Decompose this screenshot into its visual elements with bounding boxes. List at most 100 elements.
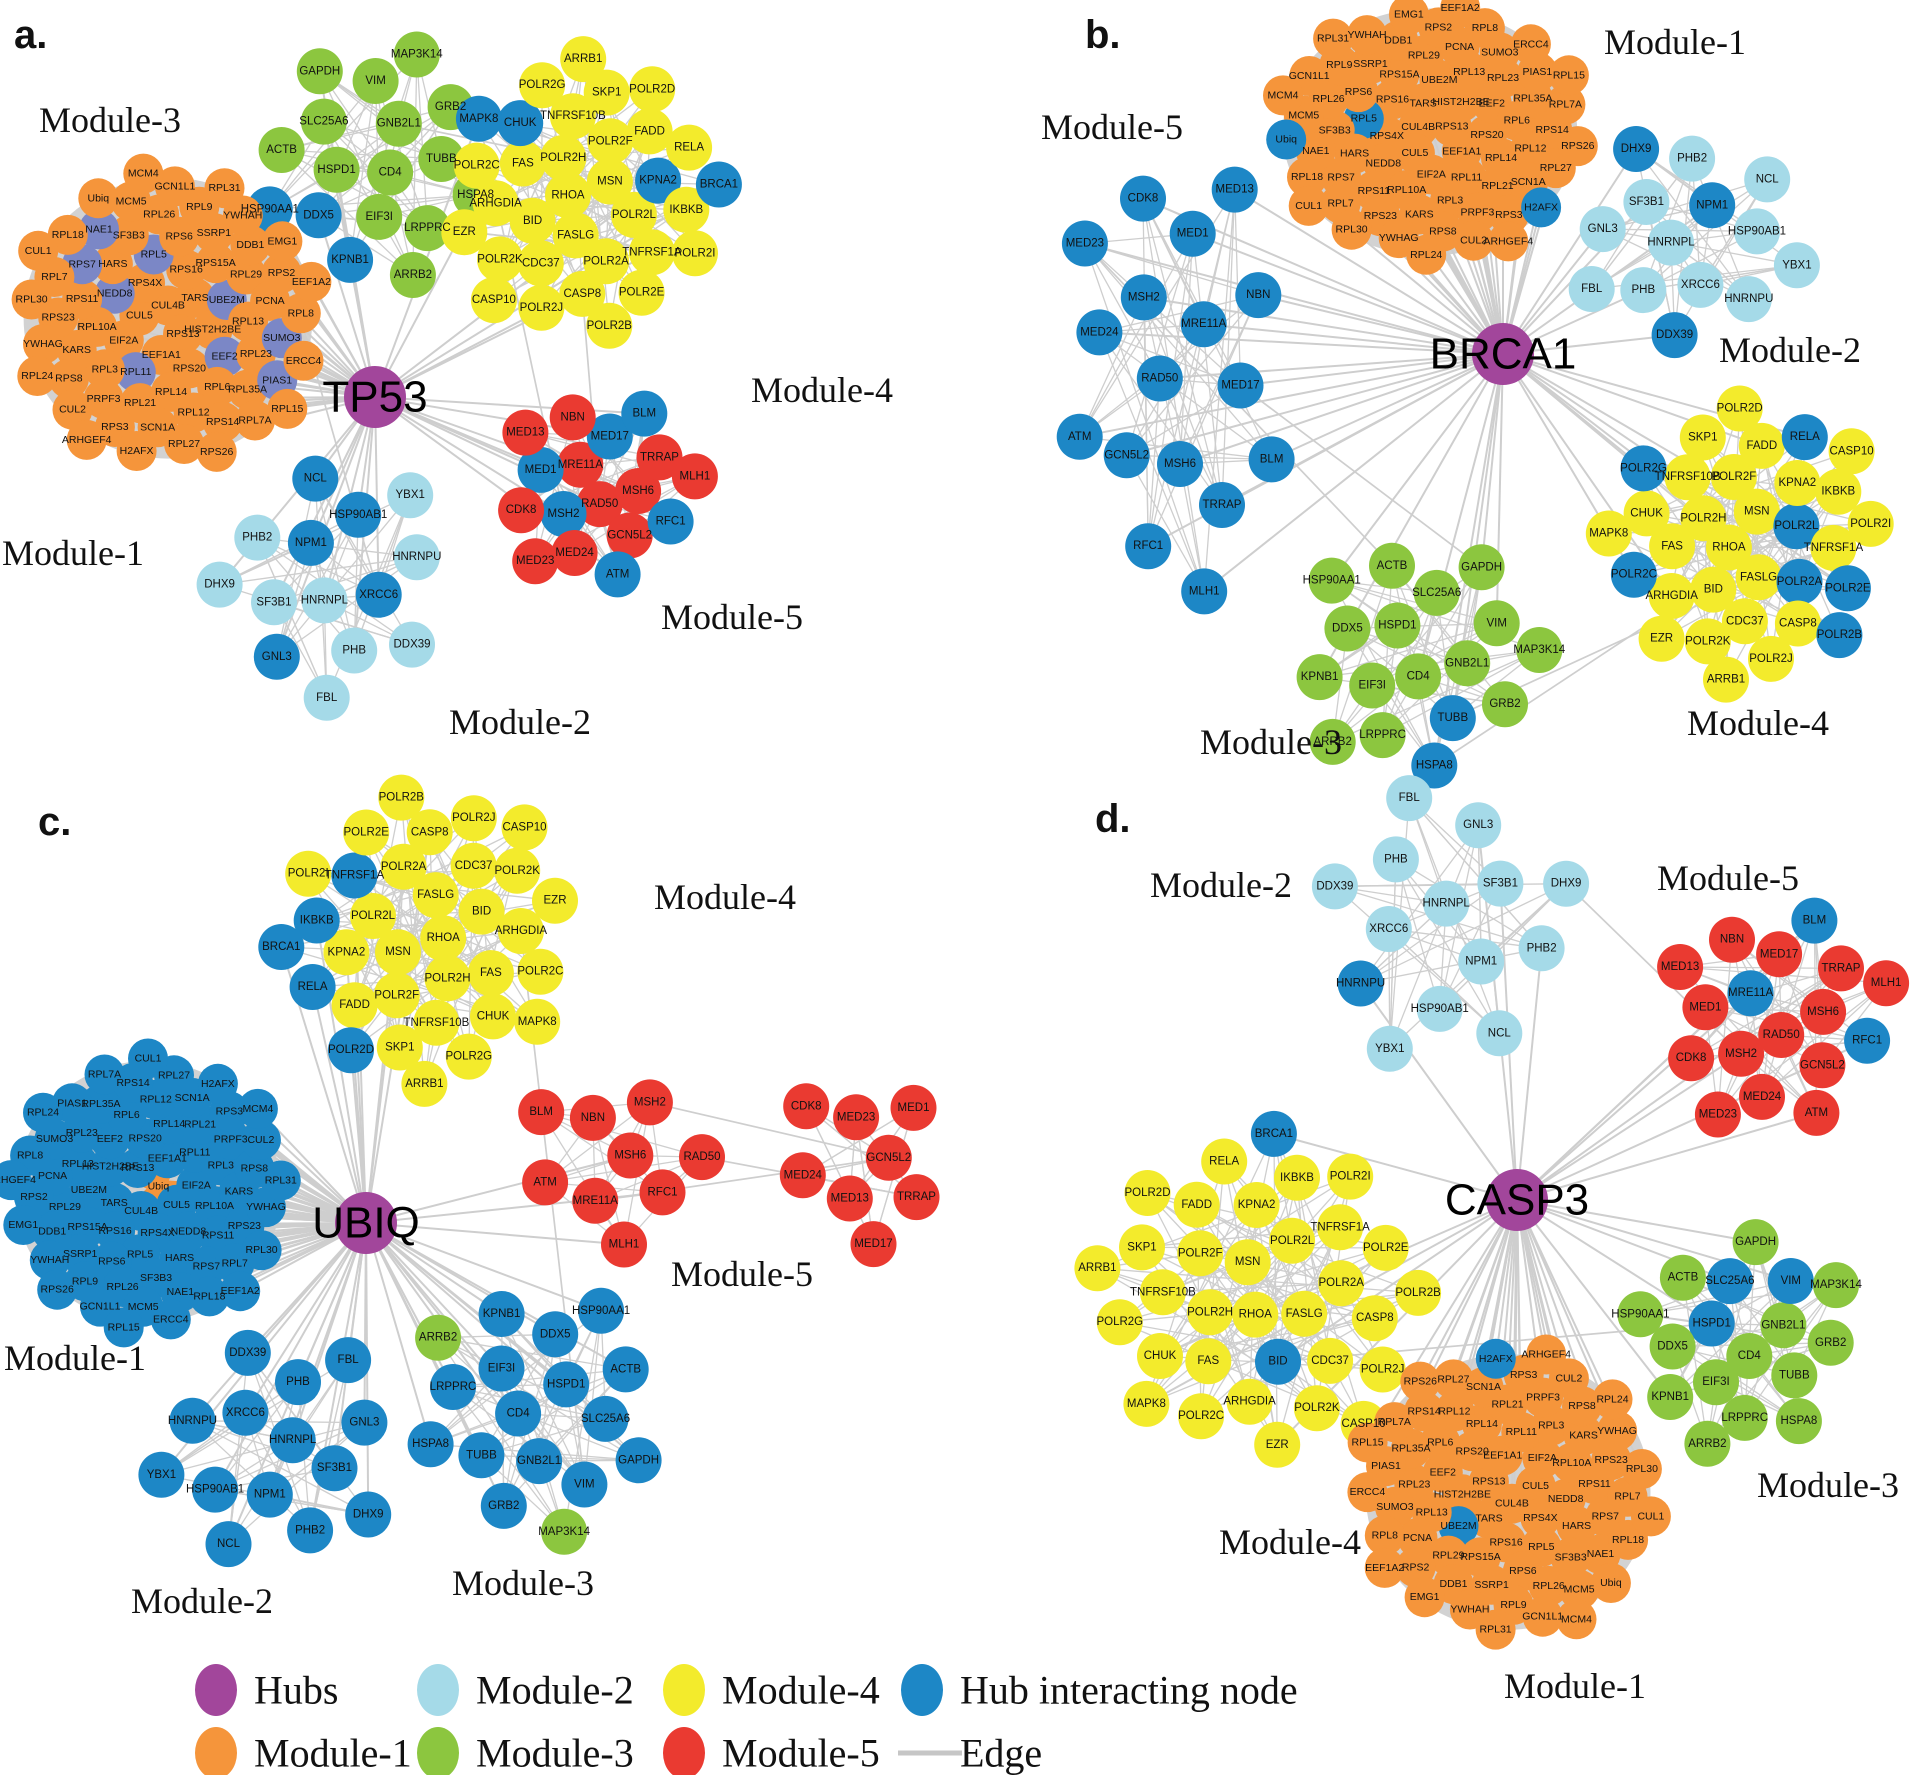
- edge: [1389, 859, 1397, 1049]
- node-ARHGEF4: [1526, 1334, 1567, 1375]
- legend-label-module1: Module-1: [254, 1731, 412, 1775]
- node-POLR2B: [378, 774, 425, 821]
- node-label: TRRAP: [1203, 499, 1242, 511]
- node-RPS15A: [195, 243, 236, 284]
- node-FADD: [1738, 422, 1785, 469]
- node-label: RPS16: [1376, 93, 1409, 105]
- edge: [554, 1334, 586, 1485]
- node-label: SSRP1: [197, 227, 232, 239]
- node-LRPPRC: [404, 205, 451, 252]
- node-DHX9: [345, 1491, 392, 1538]
- edge: [1395, 859, 1500, 1034]
- edge: [276, 494, 411, 658]
- node-label: CHUK: [504, 117, 537, 129]
- node-label: GCN5L2: [607, 530, 652, 542]
- node-label: HSPD1: [317, 164, 355, 176]
- node-label: HIST2H2BE: [82, 1160, 139, 1172]
- node-RPL7A: [235, 400, 275, 441]
- legend-swatch-hub_node: [901, 1664, 943, 1716]
- node-label: GNL3: [1463, 819, 1493, 831]
- node-MCM4: [1263, 75, 1303, 116]
- node-label: MRE11A: [1181, 318, 1226, 330]
- node-label: MSH6: [614, 1150, 646, 1162]
- node-label: RPS3: [1495, 209, 1523, 221]
- node-GNB2L1: [1444, 640, 1491, 687]
- node-label: NAE1: [85, 223, 113, 235]
- node-label: POLR2D: [1717, 403, 1763, 415]
- module-label: Module-1: [1504, 1666, 1646, 1706]
- edge: [1099, 331, 1504, 355]
- node-label: NBN: [1246, 289, 1270, 301]
- node-label: ERCC4: [1513, 38, 1549, 50]
- node-label: NAE1: [1302, 145, 1330, 157]
- node-POLR2C: [1610, 551, 1657, 598]
- node-BLM: [1791, 897, 1838, 944]
- node-PHB2: [1669, 135, 1716, 182]
- node-label: POLR2G: [1620, 462, 1667, 474]
- edge: [247, 1352, 336, 1469]
- node-label: BRCA1: [700, 179, 738, 191]
- node-label: POLR2J: [1361, 1364, 1404, 1376]
- node-HSP90AA1: [1308, 557, 1355, 604]
- node-MED23: [512, 538, 559, 585]
- node-label: RPL24: [27, 1107, 59, 1119]
- node-label: MAP3K14: [538, 1526, 590, 1538]
- node-label: ACTB: [266, 144, 297, 156]
- node-ARRB1: [401, 1060, 448, 1107]
- node-label: YWHAH: [1450, 1604, 1489, 1616]
- node-label: RPL10A: [1387, 184, 1426, 196]
- node-POLR2E: [618, 269, 665, 316]
- node-RPL18: [189, 1276, 230, 1317]
- node-label: UBE2M: [71, 1184, 107, 1196]
- edge: [273, 601, 413, 646]
- node-label: POLR2L: [351, 910, 396, 922]
- edge: [1516, 1199, 1713, 1325]
- edge: [374, 396, 380, 595]
- node-MED17: [586, 413, 633, 460]
- node-label: BLM: [529, 1106, 553, 1118]
- node-HNRNPL: [269, 1417, 316, 1464]
- node-label: GNB2L1: [1761, 1319, 1805, 1331]
- node-RPL30: [11, 279, 52, 320]
- node-label: SKP1: [1688, 432, 1717, 444]
- node-label: SSRP1: [1474, 1579, 1509, 1591]
- edge: [1516, 1111, 1817, 1201]
- node-label: MED23: [1066, 238, 1104, 250]
- node-label: MED24: [1743, 1091, 1782, 1103]
- node-label: CUL2: [1460, 235, 1487, 247]
- node-label: RPL18: [1612, 1534, 1644, 1546]
- node-TNFRSF1A: [628, 229, 675, 276]
- node-label: PRPF3: [1526, 1392, 1560, 1404]
- node-label: CDC37: [522, 257, 560, 269]
- edge: [1273, 1133, 1278, 1445]
- node-SKP1: [376, 1024, 423, 1071]
- node-label: IKBKB: [1821, 486, 1855, 498]
- node-label: ATM: [533, 1176, 556, 1188]
- node-POLR2E: [1824, 565, 1871, 612]
- node-label: RPL7: [222, 1257, 248, 1269]
- node-HNRNPL: [301, 577, 348, 624]
- edge: [1744, 1284, 1837, 1419]
- node-label: RPL7A: [1549, 99, 1582, 111]
- node-HSPD1: [1688, 1300, 1735, 1347]
- node-label: LRPPRC: [404, 222, 451, 234]
- edge: [805, 1106, 875, 1245]
- edge: [1408, 797, 1543, 949]
- edge: [1395, 859, 1441, 1010]
- node-label: HSP90AB1: [329, 509, 387, 521]
- edge: [1602, 228, 1798, 266]
- node-label: VIM: [574, 1479, 594, 1491]
- node-label: RPL8: [288, 307, 314, 319]
- node-label: KPNA2: [639, 175, 677, 187]
- node-label: MED17: [1221, 380, 1259, 392]
- node-label: SLC25A6: [1705, 1275, 1754, 1287]
- node-EEF1A2: [1364, 1547, 1405, 1588]
- node-XRCC6: [222, 1389, 269, 1436]
- node-RPL15: [267, 388, 308, 429]
- edge: [228, 1422, 365, 1545]
- edge: [1388, 928, 1500, 1034]
- node-DDX5: [1649, 1323, 1696, 1370]
- node-MSH6: [1800, 988, 1847, 1035]
- node-label: EIF2A: [1417, 169, 1446, 181]
- node-label: RPL23: [1398, 1479, 1430, 1491]
